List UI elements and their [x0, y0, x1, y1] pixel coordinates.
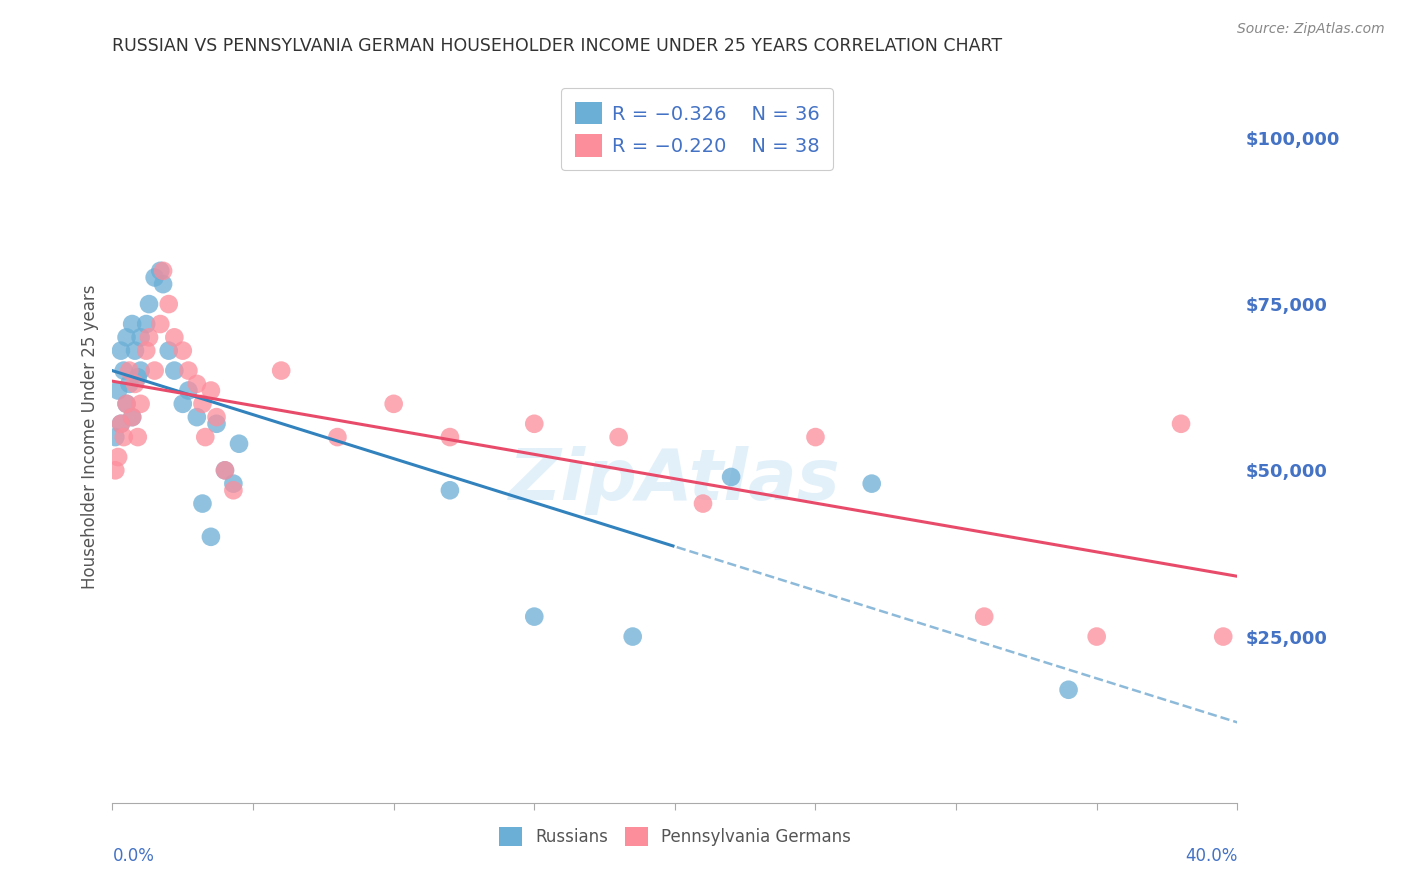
Point — [191, 397, 214, 411]
Point — [129, 363, 152, 377]
Point — [523, 609, 546, 624]
Point — [143, 270, 166, 285]
Point — [127, 370, 149, 384]
Point — [135, 317, 157, 331]
Point — [692, 497, 714, 511]
Point — [163, 330, 186, 344]
Point — [523, 417, 546, 431]
Y-axis label: Householder Income Under 25 years: Householder Income Under 25 years — [80, 285, 98, 590]
Text: ZipAtlas: ZipAtlas — [509, 447, 841, 516]
Point — [1170, 417, 1192, 431]
Point — [860, 476, 883, 491]
Point — [205, 417, 228, 431]
Text: Source: ZipAtlas.com: Source: ZipAtlas.com — [1237, 22, 1385, 37]
Point — [152, 264, 174, 278]
Point — [121, 410, 143, 425]
Point — [110, 417, 132, 431]
Point — [191, 497, 214, 511]
Point — [110, 417, 132, 431]
Legend: Russians, Pennsylvania Germans: Russians, Pennsylvania Germans — [492, 821, 858, 853]
Point — [382, 397, 405, 411]
Point — [200, 530, 222, 544]
Point — [138, 297, 160, 311]
Point — [804, 430, 827, 444]
Point — [163, 363, 186, 377]
Point — [222, 476, 245, 491]
Point — [621, 630, 644, 644]
Point — [129, 330, 152, 344]
Point — [186, 410, 208, 425]
Point — [104, 430, 127, 444]
Point — [124, 343, 146, 358]
Point — [607, 430, 630, 444]
Point — [172, 397, 194, 411]
Point — [118, 376, 141, 391]
Point — [107, 450, 129, 464]
Point — [222, 483, 245, 498]
Point — [177, 384, 200, 398]
Point — [172, 343, 194, 358]
Point — [127, 430, 149, 444]
Point — [135, 343, 157, 358]
Point — [149, 317, 172, 331]
Point — [112, 430, 135, 444]
Point — [205, 410, 228, 425]
Point — [121, 317, 143, 331]
Point — [1212, 630, 1234, 644]
Point — [973, 609, 995, 624]
Point — [186, 376, 208, 391]
Point — [1057, 682, 1080, 697]
Point — [194, 430, 217, 444]
Point — [1085, 630, 1108, 644]
Point — [115, 397, 138, 411]
Point — [228, 436, 250, 450]
Point — [200, 384, 222, 398]
Point — [112, 363, 135, 377]
Point — [107, 384, 129, 398]
Point — [439, 430, 461, 444]
Point — [149, 264, 172, 278]
Text: 0.0%: 0.0% — [112, 847, 155, 864]
Point — [121, 410, 143, 425]
Text: 40.0%: 40.0% — [1185, 847, 1237, 864]
Point — [270, 363, 292, 377]
Point — [110, 343, 132, 358]
Point — [118, 363, 141, 377]
Point — [138, 330, 160, 344]
Point — [214, 463, 236, 477]
Point — [152, 277, 174, 292]
Point — [157, 343, 180, 358]
Text: RUSSIAN VS PENNSYLVANIA GERMAN HOUSEHOLDER INCOME UNDER 25 YEARS CORRELATION CHA: RUSSIAN VS PENNSYLVANIA GERMAN HOUSEHOLD… — [112, 37, 1002, 54]
Point — [124, 376, 146, 391]
Point — [143, 363, 166, 377]
Point — [439, 483, 461, 498]
Point — [157, 297, 180, 311]
Point — [115, 397, 138, 411]
Point — [720, 470, 742, 484]
Point — [104, 463, 127, 477]
Point — [214, 463, 236, 477]
Point — [177, 363, 200, 377]
Point — [129, 397, 152, 411]
Point — [326, 430, 349, 444]
Point — [115, 330, 138, 344]
